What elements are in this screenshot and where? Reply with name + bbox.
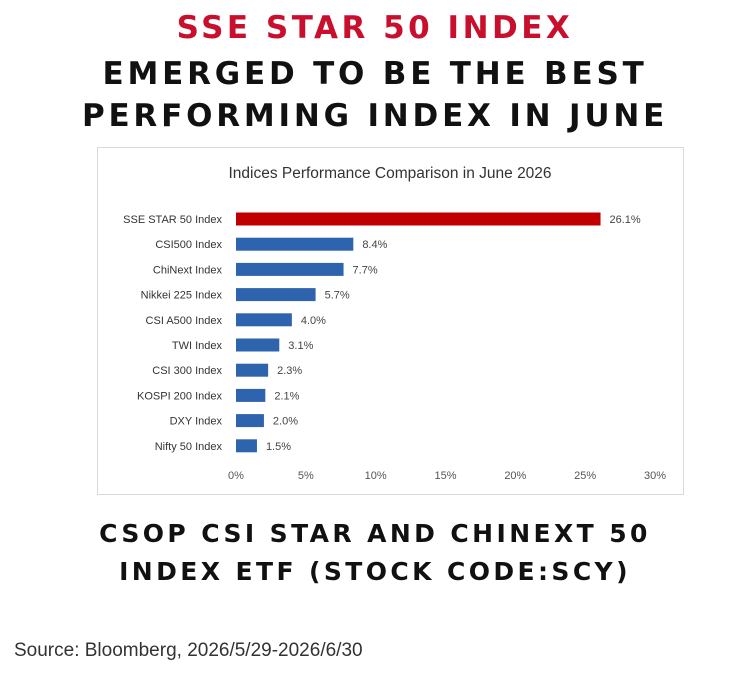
category-label: SSE STAR 50 Index	[123, 214, 222, 226]
category-label: CSI A500 Index	[146, 315, 223, 327]
bar	[236, 388, 266, 402]
data-label: 3.1%	[288, 340, 313, 352]
data-label: 2.3%	[277, 365, 302, 377]
footer-line-2: INDEX ETF (STOCK CODE:SCY)	[119, 557, 631, 586]
bar	[236, 439, 257, 453]
footer-line-1: CSOP CSI STAR AND CHINEXT 50	[99, 519, 651, 548]
x-tick-label: 0%	[228, 470, 244, 482]
data-label: 26.1%	[610, 214, 641, 226]
category-label: TWI Index	[172, 340, 223, 352]
headline-line-1: EMERGED TO BE THE BEST	[102, 56, 648, 92]
data-label: 7.7%	[353, 264, 378, 276]
data-label: 2.0%	[273, 416, 298, 428]
data-label: 5.7%	[325, 290, 350, 302]
source-note: Source: Bloomberg, 2026/5/29-2026/6/30	[14, 640, 363, 661]
chart-panel: Indices Performance Comparison in June 2…	[97, 147, 684, 495]
data-label: 2.1%	[274, 390, 299, 402]
data-label: 8.4%	[362, 239, 387, 251]
headline-red: SSE STAR 50 INDEX	[176, 10, 574, 46]
bar	[236, 313, 292, 327]
x-tick-label: 10%	[365, 470, 387, 482]
category-label: DXY Index	[170, 416, 223, 428]
data-label: 4.0%	[301, 315, 326, 327]
bar	[236, 237, 354, 251]
x-tick-label: 30%	[644, 470, 666, 482]
x-tick-label: 15%	[434, 470, 456, 482]
category-label: Nifty 50 Index	[155, 441, 223, 453]
bar	[236, 338, 280, 352]
x-tick-label: 5%	[298, 470, 314, 482]
bar	[236, 414, 264, 428]
category-label: ChiNext Index	[153, 264, 223, 276]
bar-chart: Indices Performance Comparison in June 2…	[123, 165, 666, 482]
category-label: KOSPI 200 Index	[137, 390, 222, 402]
bar	[236, 363, 269, 377]
category-label: Nikkei 225 Index	[141, 290, 223, 302]
x-tick-label: 20%	[504, 470, 526, 482]
bar	[236, 288, 316, 302]
chart-title: Indices Performance Comparison in June 2…	[228, 165, 551, 182]
category-label: CSI 300 Index	[152, 365, 222, 377]
category-label: CSI500 Index	[155, 239, 222, 251]
bar	[236, 262, 344, 276]
bar	[236, 212, 601, 226]
x-tick-label: 25%	[574, 470, 596, 482]
headline-line-2: PERFORMING INDEX IN JUNE	[81, 98, 669, 134]
data-label: 1.5%	[266, 441, 291, 453]
